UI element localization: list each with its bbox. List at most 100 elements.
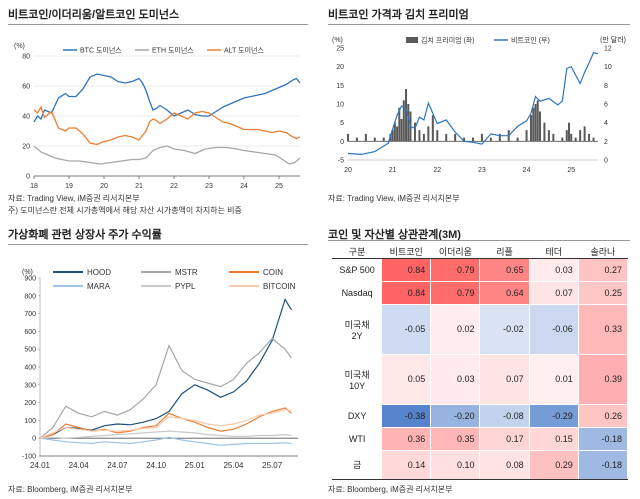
correlation-cell: 0.33	[577, 303, 629, 355]
correlation-cell: 0.65	[479, 258, 530, 282]
title-rule	[328, 24, 630, 25]
y-axis-label: (%)	[14, 43, 25, 50]
row-label: S&P 500	[331, 258, 383, 282]
premium-bar	[405, 89, 408, 142]
y-tick-label: 800	[24, 293, 36, 300]
series-line-4	[39, 430, 292, 439]
correlation-cell: 0.79	[430, 280, 481, 305]
correlation-cell: 0.01	[528, 353, 579, 405]
row-label: WTI	[331, 426, 383, 451]
legend-label: 비트코인 (우)	[511, 36, 550, 45]
x-tick-label: 24.10	[146, 461, 167, 470]
premium-bar	[422, 133, 425, 142]
y-tick-label: 0	[26, 174, 30, 181]
correlation-cell: -0.06	[528, 303, 579, 355]
stocks-source: 자료: Bloomberg, iM증권 리서치본부	[8, 485, 133, 494]
correlation-cell: 0.15	[528, 426, 579, 451]
legend-swatch	[406, 37, 418, 43]
x-tick-label: 25.01	[185, 461, 206, 470]
legend-label: BITCOIN	[263, 282, 296, 291]
y-tick-label: 500	[24, 347, 36, 354]
correlation-cell: 0.05	[381, 353, 432, 405]
x-tick-label: 20	[100, 183, 108, 190]
x-tick-label: 21	[135, 183, 143, 190]
y-tick-label: 0	[340, 139, 344, 146]
premium-bar	[588, 133, 591, 142]
y-tick-label: 0	[32, 436, 36, 443]
premium-bar	[454, 133, 457, 142]
correlation-cell: -0.18	[577, 426, 629, 451]
legend-label: PYPL	[175, 282, 196, 291]
legend-label: 김치 프리미엄 (좌)	[421, 36, 475, 45]
column-header: 솔라나	[577, 244, 629, 259]
table-row: 미국채 2Y -0.05 0.02 -0.02 -0.06 0.33	[331, 303, 629, 355]
dominance-chart: (%) 0 20 40 60 80 18 19 20 21 22 23 24 25 BTC 도미넌스 ETH …	[14, 43, 301, 190]
premium-bar	[552, 133, 555, 142]
x-tick-label: 22	[170, 183, 178, 190]
premium-bar	[391, 130, 394, 142]
title-rule	[328, 240, 630, 241]
y2-tick-label: 4	[604, 120, 608, 127]
column-header: 테더	[528, 244, 579, 259]
corr-title: 코인 및 자산별 상관관계(3M)	[328, 229, 461, 241]
dominance-note: 주) 도미넌스란 전체 시가총액에서 해당 자산 시가총액이 차지하는 비중	[8, 206, 242, 215]
y-tick-label: 300	[24, 382, 36, 389]
premium-bar	[567, 122, 570, 142]
premium-bar	[498, 133, 501, 142]
x-tick-label: 25.04	[223, 461, 244, 470]
table-row: 금 0.14 0.10 0.08 0.29 -0.18	[331, 449, 629, 481]
y-tick-label: 80	[22, 54, 30, 61]
row-label: 금	[331, 449, 383, 481]
premium-bar	[530, 115, 533, 142]
y2-tick-label: 2	[604, 139, 608, 146]
y-tick-label: 25	[336, 46, 344, 53]
correlation-cell: 0.27	[577, 258, 629, 282]
premium-bar	[364, 133, 367, 142]
premium-bar	[532, 107, 535, 142]
correlation-cell: 0.64	[479, 280, 530, 305]
premium-bar	[583, 126, 586, 142]
premium-bar	[355, 137, 358, 142]
y-tick-label: 700	[24, 311, 36, 318]
y-tick-label: 5	[340, 120, 344, 127]
correlation-cell: 0.39	[577, 353, 629, 405]
series-line-2	[39, 407, 292, 439]
y-tick-label: 900	[24, 276, 36, 283]
correlation-cell: 0.35	[430, 426, 481, 451]
y-tick-label: 100	[24, 418, 36, 425]
y-axis-label: (%)	[22, 269, 33, 276]
y-tick-label: 600	[24, 329, 36, 336]
correlation-cell: 0.26	[577, 403, 629, 428]
y-tick-label: -100	[22, 454, 36, 461]
row-label: 미국채 10Y	[331, 353, 383, 405]
correlation-cell: 0.36	[381, 426, 432, 451]
correlation-table: 구분 비트코인 이더리움 리플 테더 솔라나 S&P 500 0.84 0.79 0.65 0.0…	[331, 244, 629, 481]
y-tick-label: 400	[24, 365, 36, 372]
column-header: 이더리움	[430, 244, 481, 259]
kimchi-title: 비트코인 가격과 김치 프리미엄	[328, 9, 469, 21]
y2-tick-label: 8	[604, 83, 608, 90]
legend-label: HOOD	[87, 268, 111, 277]
dominance-source: 자료: Trading View, iM증권 리서치본부	[8, 194, 140, 203]
y2-tick-label: 6	[604, 102, 608, 109]
premium-bar	[427, 126, 430, 142]
premium-bar	[400, 118, 403, 142]
legend-label: COIN	[263, 268, 283, 277]
x-tick-label: 25.07	[262, 461, 283, 470]
y2-tick-label: 0	[604, 158, 608, 165]
correlation-cell: 0.29	[528, 449, 579, 481]
premium-bar	[431, 115, 434, 142]
premium-bar	[565, 130, 568, 142]
y2-tick-label: 10	[604, 64, 612, 71]
x-tick-label: 18	[30, 183, 38, 190]
correlation-cell: 0.14	[381, 449, 432, 481]
x-tick-label: 24	[240, 183, 248, 190]
table-row: Nasdaq 0.84 0.79 0.64 0.07 0.25	[331, 280, 629, 305]
correlation-cell: 0.08	[479, 449, 530, 481]
correlation-cell: -0.02	[479, 303, 530, 355]
correlation-cell: -0.05	[381, 303, 432, 355]
series-line-5	[39, 409, 292, 439]
y-tick-label: 10	[336, 102, 344, 109]
correlation-cell: -0.20	[430, 403, 481, 428]
premium-bar	[398, 107, 401, 142]
